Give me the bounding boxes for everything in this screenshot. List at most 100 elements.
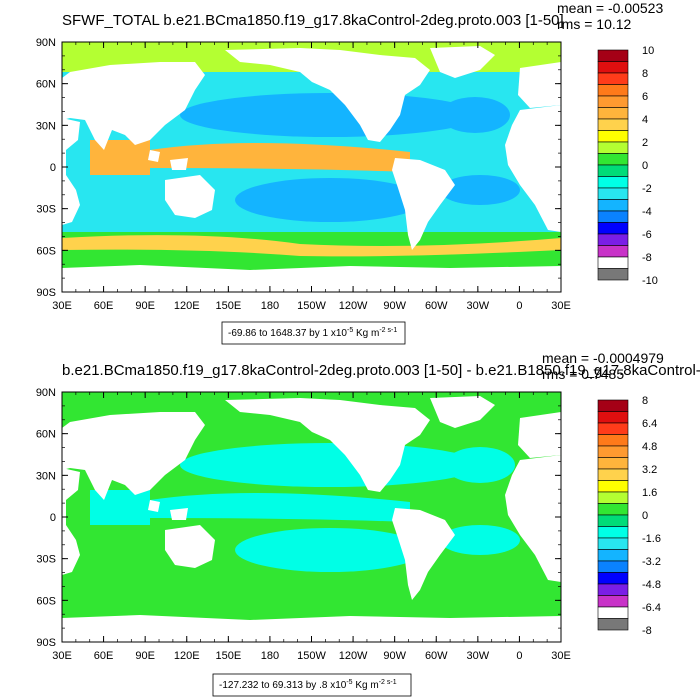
colorbar-swatch bbox=[597, 118, 629, 131]
colorbar-swatch bbox=[597, 164, 629, 177]
x-tick-label: 90W bbox=[383, 650, 406, 662]
colorbar-label: -2 bbox=[642, 183, 652, 195]
y-tick-label: 0 bbox=[50, 512, 56, 524]
x-tick-label: 60W bbox=[425, 300, 448, 312]
colorbar-swatch bbox=[597, 595, 629, 608]
colorbar-swatch bbox=[597, 399, 629, 412]
x-tick-label: 150E bbox=[215, 300, 241, 312]
colorbar-swatch bbox=[597, 107, 629, 120]
colorbar-swatch bbox=[597, 176, 629, 189]
map-field bbox=[62, 42, 561, 292]
colorbar-swatch bbox=[597, 95, 629, 108]
colorbar-label: 6 bbox=[642, 91, 648, 103]
subtropics-south bbox=[235, 178, 425, 222]
y-tick-label: 0 bbox=[50, 162, 56, 174]
colorbar-swatch bbox=[597, 210, 629, 223]
y-tick-label: 90N bbox=[36, 37, 56, 49]
stat-mean: mean = -0.00523 bbox=[557, 0, 663, 16]
colorbar-label: -8 bbox=[642, 625, 652, 637]
panel-title: SFWF_TOTAL b.e21.BCma1850.f19_g17.8kaCon… bbox=[62, 12, 564, 29]
range-note-unit: Kg m bbox=[353, 680, 379, 691]
range-note-unit-exp: -2 s-1 bbox=[379, 679, 397, 686]
subtropics-north bbox=[180, 93, 480, 137]
colorbar-swatch bbox=[597, 491, 629, 504]
colorbar-label: 4.8 bbox=[642, 441, 657, 453]
colorbar-label: -6 bbox=[642, 229, 652, 241]
colorbar-swatch bbox=[597, 61, 629, 74]
y-tick-label: 90N bbox=[36, 387, 56, 399]
stat-mean: mean = -0.0004979 bbox=[542, 350, 664, 366]
x-tick-label: 60E bbox=[94, 300, 114, 312]
colorbar-swatch bbox=[597, 199, 629, 212]
panel-title: b.e21.BCma1850.f19_g17.8kaControl-2deg.p… bbox=[62, 362, 700, 379]
y-tick-label: 30N bbox=[36, 120, 56, 132]
axes: 30E 60E 90E 120E 150E 180 150W 120W 90W 60W 30W 0 30… bbox=[36, 37, 571, 312]
x-tick-label: 150E bbox=[215, 650, 241, 662]
range-note-text: -69.86 to 1648.37 by 1 x10 bbox=[228, 328, 347, 339]
colorbar-swatch bbox=[597, 445, 629, 458]
colorbar-swatch bbox=[597, 153, 629, 166]
colorbar-swatch bbox=[597, 549, 629, 562]
x-tick-label: 30W bbox=[467, 300, 490, 312]
tropics-band bbox=[150, 142, 410, 172]
colorbar-swatch bbox=[597, 130, 629, 143]
colorbar-label: 0 bbox=[642, 510, 648, 522]
tropics-indian bbox=[90, 490, 150, 525]
colorbar-swatch bbox=[597, 233, 629, 246]
x-tick-label: 30W bbox=[467, 650, 490, 662]
colorbar-swatch bbox=[597, 245, 629, 258]
colorbar-label: 4 bbox=[642, 114, 648, 126]
x-tick-label: 150W bbox=[297, 650, 326, 662]
land-masses bbox=[62, 46, 561, 292]
subtropics-south-atl bbox=[440, 525, 520, 555]
colorbar-swatch bbox=[597, 480, 629, 493]
x-tick-label: 90E bbox=[135, 650, 155, 662]
stat-rms: rms = 10.12 bbox=[557, 16, 632, 32]
colorbar-label: 6.4 bbox=[642, 418, 657, 430]
colorbar-label: 3.2 bbox=[642, 464, 657, 476]
colorbar-swatch bbox=[597, 141, 629, 154]
colorbar-swatch bbox=[597, 411, 629, 424]
tropics-band bbox=[150, 492, 410, 522]
x-tick-label: 60E bbox=[94, 650, 114, 662]
colorbar-label: 2 bbox=[642, 137, 648, 149]
colorbar-label: -6.4 bbox=[642, 602, 661, 614]
colorbar-swatch bbox=[597, 457, 629, 470]
colorbar-swatch bbox=[597, 222, 629, 235]
y-tick-label: 60S bbox=[36, 595, 56, 607]
tropics-indian bbox=[90, 140, 150, 175]
colorbar-label: -4.8 bbox=[642, 579, 661, 591]
colorbar-swatch bbox=[597, 187, 629, 200]
y-tick-label: 30S bbox=[36, 554, 56, 566]
x-tick-label: 30E bbox=[551, 300, 571, 312]
colorbar-swatch bbox=[597, 84, 629, 97]
x-tick-label: 120E bbox=[174, 300, 200, 312]
x-tick-label: 120E bbox=[174, 650, 200, 662]
colorbar-label: -1.6 bbox=[642, 533, 661, 545]
colorbar-label: -10 bbox=[642, 275, 658, 287]
y-tick-label: 60N bbox=[36, 79, 56, 91]
x-tick-label: 180 bbox=[261, 300, 279, 312]
subtropics-south-atl bbox=[440, 175, 520, 205]
colorbar-swatch bbox=[597, 503, 629, 516]
range-note-exp: -5 bbox=[346, 679, 352, 686]
subtropics-north-atl bbox=[440, 97, 510, 133]
colorbar-swatch bbox=[597, 422, 629, 435]
x-tick-label: 60W bbox=[425, 650, 448, 662]
panel-difference: b.e21.BCma1850.f19_g17.8kaControl-2deg.p… bbox=[36, 350, 700, 697]
colorbar-label: 0 bbox=[642, 160, 648, 172]
svg-text:-69.86 to 1648.37 by 1 x10-5 K: -69.86 to 1648.37 by 1 x10-5 Kg m-2 s-1 bbox=[228, 327, 397, 339]
southern-ridge bbox=[62, 235, 561, 257]
x-tick-label: 180 bbox=[261, 650, 279, 662]
x-tick-label: 30E bbox=[52, 300, 72, 312]
colorbar-label: 10 bbox=[642, 45, 654, 57]
colorbar-label: 8 bbox=[642, 68, 648, 80]
colorbar-swatch bbox=[597, 618, 629, 631]
colorbar-label: -4 bbox=[642, 206, 652, 218]
x-tick-label: 150W bbox=[297, 300, 326, 312]
range-note-text: -127.232 to 69.313 by .8 x10 bbox=[219, 680, 347, 691]
colorbar: 10 8 6 4 2 0 -2 -4 -6 -8 -10 bbox=[597, 45, 658, 287]
colorbar-swatch bbox=[597, 560, 629, 573]
southern-band bbox=[62, 582, 561, 620]
axes: 30E 60E 90E 120E 150E 180 150W 120W 90W 60W 30W 0 30… bbox=[36, 387, 571, 662]
